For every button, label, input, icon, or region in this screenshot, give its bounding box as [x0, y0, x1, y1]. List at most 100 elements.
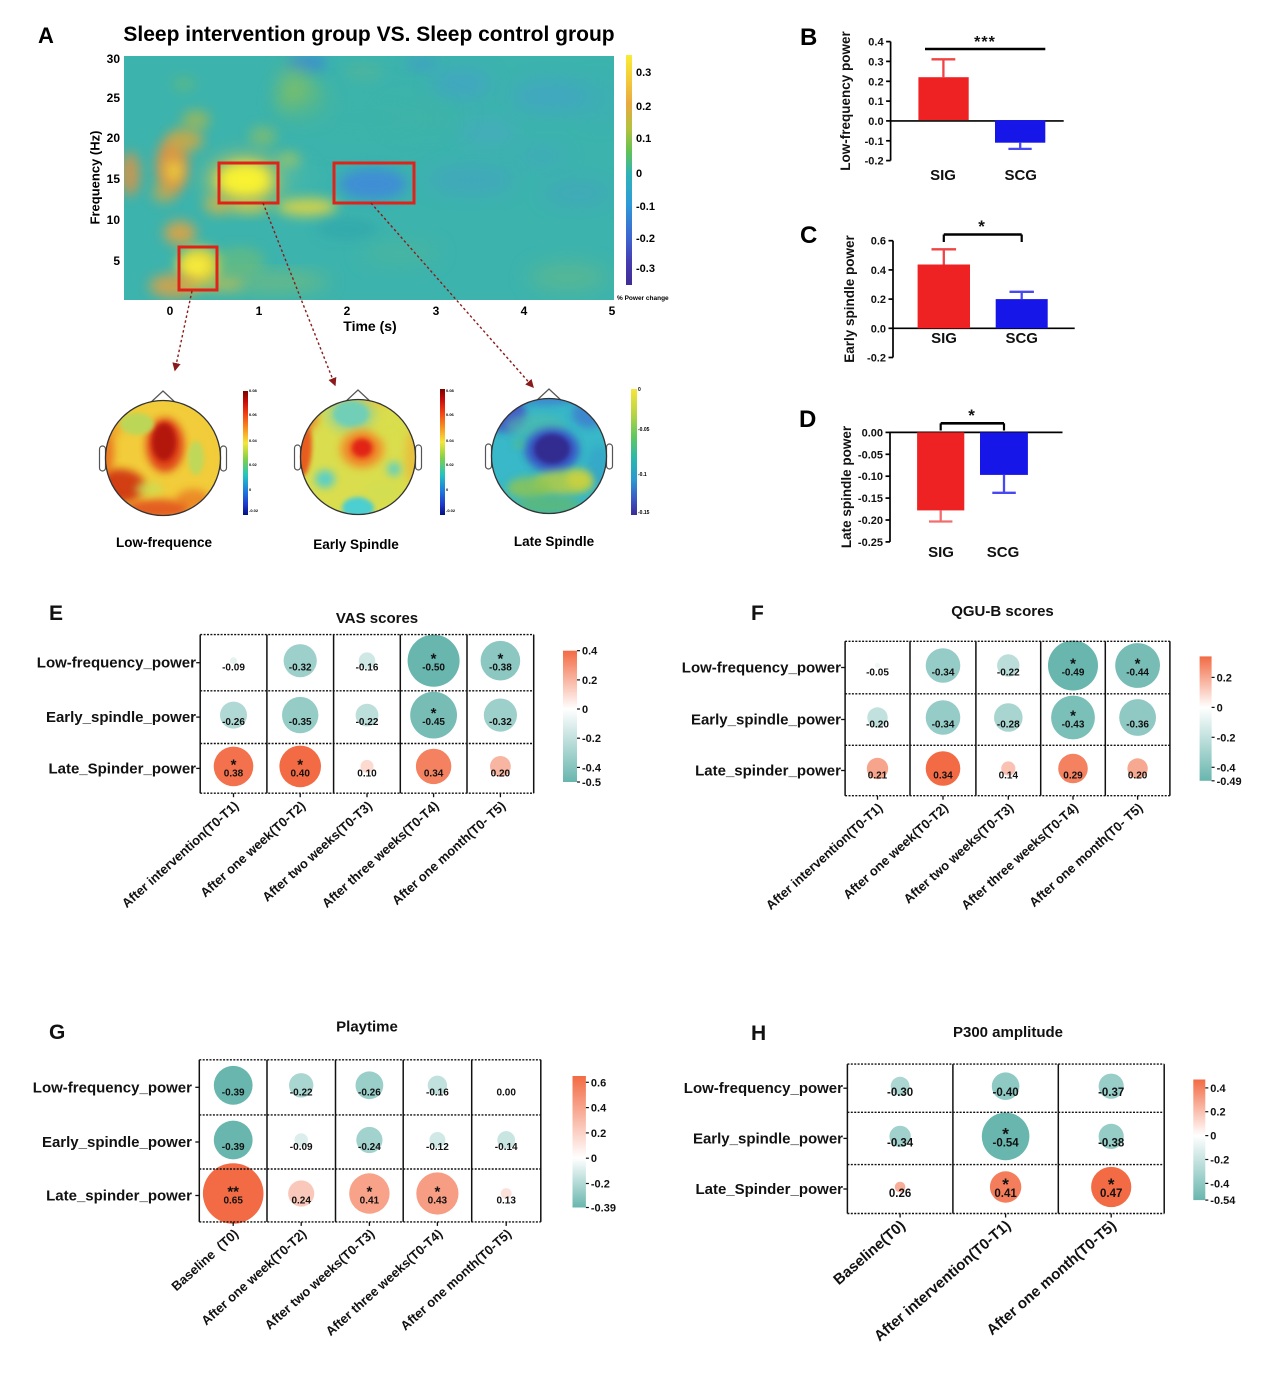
- svg-text:-0.54: -0.54: [1210, 1195, 1236, 1207]
- svg-text:0.0: 0.0: [868, 116, 883, 128]
- svg-text:-0.36: -0.36: [1126, 720, 1149, 731]
- svg-text:-0.2: -0.2: [582, 733, 601, 745]
- svg-text:0.41: 0.41: [994, 1188, 1017, 1200]
- svg-text:Low-frequency_power: Low-frequency_power: [33, 1079, 192, 1096]
- svg-text:0.43: 0.43: [428, 1196, 448, 1207]
- svg-text:-0.38: -0.38: [1098, 1137, 1125, 1149]
- svg-text:*: *: [978, 217, 986, 236]
- svg-text:-0.39: -0.39: [591, 1203, 616, 1215]
- svg-text:0.00: 0.00: [862, 427, 883, 439]
- svg-text:0.4: 0.4: [1210, 1083, 1226, 1095]
- svg-text:-0.2: -0.2: [1210, 1155, 1229, 1167]
- svg-text:0.13: 0.13: [496, 1196, 516, 1207]
- svg-text:0.65: 0.65: [223, 1196, 243, 1207]
- svg-text:0.40: 0.40: [290, 768, 310, 779]
- svg-text:-0.49: -0.49: [1217, 776, 1242, 788]
- svg-text:-0.2: -0.2: [867, 353, 886, 365]
- svg-text:SIG: SIG: [931, 330, 957, 347]
- svg-text:-0.10: -0.10: [858, 471, 883, 483]
- svg-text:-0.28: -0.28: [997, 720, 1020, 731]
- svg-text:Late_spinder_power: Late_spinder_power: [46, 1188, 192, 1205]
- svg-text:0.0: 0.0: [871, 323, 886, 335]
- svg-text:0.6: 0.6: [591, 1077, 606, 1089]
- svg-text:-0.1: -0.1: [865, 136, 884, 148]
- svg-text:Early_spindle_power: Early_spindle_power: [46, 709, 196, 726]
- svg-text:0.1: 0.1: [868, 96, 883, 108]
- svg-text:0.2: 0.2: [591, 1128, 606, 1140]
- svg-text:-0.54: -0.54: [992, 1137, 1019, 1149]
- svg-text:-0.16: -0.16: [426, 1087, 449, 1098]
- svg-text:*: *: [1070, 708, 1076, 725]
- svg-text:0: 0: [1217, 702, 1223, 714]
- svg-text:-0.22: -0.22: [290, 1087, 313, 1098]
- svg-text:*: *: [431, 705, 437, 722]
- svg-text:0.2: 0.2: [582, 675, 597, 687]
- svg-text:0.14: 0.14: [999, 771, 1019, 782]
- svg-text:-0.40: -0.40: [992, 1087, 1018, 1099]
- svg-text:0.4: 0.4: [871, 265, 887, 277]
- svg-text:0.2: 0.2: [871, 294, 886, 306]
- svg-text:-0.39: -0.39: [222, 1087, 245, 1098]
- svg-text:Early_spindle_power: Early_spindle_power: [691, 712, 841, 729]
- svg-text:*: *: [231, 756, 237, 773]
- svg-text:-0.14: -0.14: [495, 1142, 518, 1153]
- svg-text:Low-frequency_power: Low-frequency_power: [37, 655, 196, 672]
- svg-text:0.29: 0.29: [1063, 771, 1083, 782]
- svg-text:P300 amplitude: P300 amplitude: [953, 1024, 1063, 1041]
- svg-text:SCG: SCG: [1005, 330, 1038, 347]
- svg-text:-0.32: -0.32: [489, 717, 512, 728]
- svg-text:-0.26: -0.26: [222, 717, 245, 728]
- svg-text:-0.44: -0.44: [1126, 668, 1149, 679]
- svg-text:-0.20: -0.20: [858, 515, 883, 527]
- svg-text:-0.34: -0.34: [887, 1137, 914, 1149]
- svg-text:After three weeks(T0-T4): After three weeks(T0-T4): [958, 800, 1081, 913]
- svg-text:0.2: 0.2: [1217, 672, 1232, 684]
- svg-text:Low-frequency_power: Low-frequency_power: [684, 1080, 843, 1097]
- svg-text:-0.2: -0.2: [1217, 732, 1236, 744]
- svg-text:-0.50: -0.50: [422, 663, 445, 674]
- svg-text:-0.5: -0.5: [582, 777, 601, 789]
- svg-text:0.47: 0.47: [1100, 1188, 1122, 1200]
- svg-text:Late spindle power: Late spindle power: [839, 425, 854, 548]
- svg-text:0.34: 0.34: [424, 768, 444, 779]
- svg-text:*: *: [1070, 656, 1076, 673]
- svg-text:0: 0: [591, 1153, 597, 1165]
- svg-text:VAS scores: VAS scores: [336, 610, 418, 627]
- svg-text:*: *: [1108, 1175, 1115, 1194]
- svg-text:0.00: 0.00: [496, 1087, 516, 1098]
- svg-text:-0.4: -0.4: [582, 762, 602, 774]
- svg-text:Low-frequency_power: Low-frequency_power: [682, 660, 841, 677]
- svg-text:-0.39: -0.39: [222, 1142, 245, 1153]
- svg-text:-0.4: -0.4: [1217, 762, 1237, 774]
- svg-text:-0.34: -0.34: [932, 668, 955, 679]
- svg-text:E: E: [49, 602, 63, 625]
- svg-text:-0.34: -0.34: [932, 720, 955, 731]
- svg-text:H: H: [751, 1022, 766, 1045]
- svg-text:0.34: 0.34: [933, 771, 953, 782]
- svg-text:Early_spindle_power: Early_spindle_power: [693, 1130, 843, 1147]
- svg-text:*: *: [366, 1184, 372, 1201]
- svg-text:Baseline(T0): Baseline(T0): [830, 1217, 908, 1288]
- svg-text:Early_spindle_power: Early_spindle_power: [42, 1134, 192, 1151]
- svg-text:*: *: [297, 756, 303, 773]
- svg-text:-0.12: -0.12: [426, 1142, 449, 1153]
- svg-text:*: *: [431, 651, 437, 668]
- svg-text:0.20: 0.20: [491, 768, 511, 779]
- svg-text:-0.24: -0.24: [358, 1142, 381, 1153]
- svg-text:QGU-B scores: QGU-B scores: [951, 603, 1054, 620]
- svg-text:-0.2: -0.2: [591, 1179, 610, 1191]
- svg-text:-0.30: -0.30: [887, 1087, 913, 1099]
- svg-text:***: ***: [974, 34, 996, 51]
- svg-text:Low-frequency power: Low-frequency power: [838, 30, 853, 170]
- svg-text:After two weeks(T0-T3): After two weeks(T0-T3): [901, 800, 1017, 906]
- svg-text:G: G: [49, 1021, 65, 1044]
- svg-text:-0.38: -0.38: [489, 663, 512, 674]
- svg-text:0.6: 0.6: [871, 236, 886, 248]
- svg-text:*: *: [1002, 1175, 1009, 1194]
- svg-text:0.26: 0.26: [889, 1188, 911, 1200]
- svg-text:-0.09: -0.09: [222, 663, 245, 674]
- svg-text:After one week(T0-T2): After one week(T0-T2): [840, 800, 951, 902]
- svg-text:After one month(T0- T5): After one month(T0- T5): [1026, 800, 1146, 910]
- svg-text:0: 0: [1210, 1131, 1216, 1143]
- svg-text:0.2: 0.2: [1210, 1107, 1225, 1119]
